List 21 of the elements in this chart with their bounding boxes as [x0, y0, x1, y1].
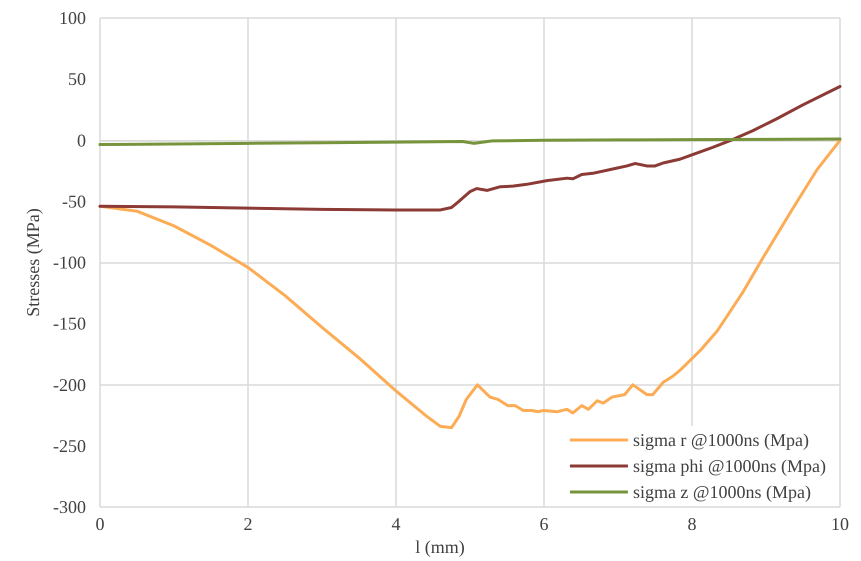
x-tick-label: 6 — [540, 514, 548, 534]
y-tick-label: 50 — [68, 69, 86, 90]
y-tick-label: -300 — [53, 497, 86, 518]
y-tick-label: -150 — [53, 314, 86, 334]
y-tick-label: -100 — [53, 252, 86, 273]
legend-label: sigma phi @1000ns (Mpa) — [632, 456, 826, 476]
x-tick-label: 10 — [831, 514, 849, 534]
x-tick-label: 8 — [688, 514, 696, 534]
y-tick-label: 0 — [77, 130, 86, 150]
y-axis-title: Stresses (MPa) — [23, 208, 44, 317]
y-tick-label: 100 — [59, 8, 86, 28]
x-tick-label: 2 — [244, 514, 252, 534]
y-tick-label: -250 — [53, 436, 86, 456]
legend-label: sigma z @1000ns (Mpa) — [632, 482, 811, 502]
x-tick-label: 0 — [96, 514, 104, 534]
x-tick-label: 4 — [392, 514, 400, 534]
line-series — [98, 84, 842, 212]
y-tick-label: -50 — [62, 191, 86, 212]
x-axis-title: l (mm) — [415, 537, 465, 557]
legend-label: sigma r @1000ns (Mpa) — [632, 430, 809, 450]
y-tick-label: -200 — [53, 374, 86, 395]
